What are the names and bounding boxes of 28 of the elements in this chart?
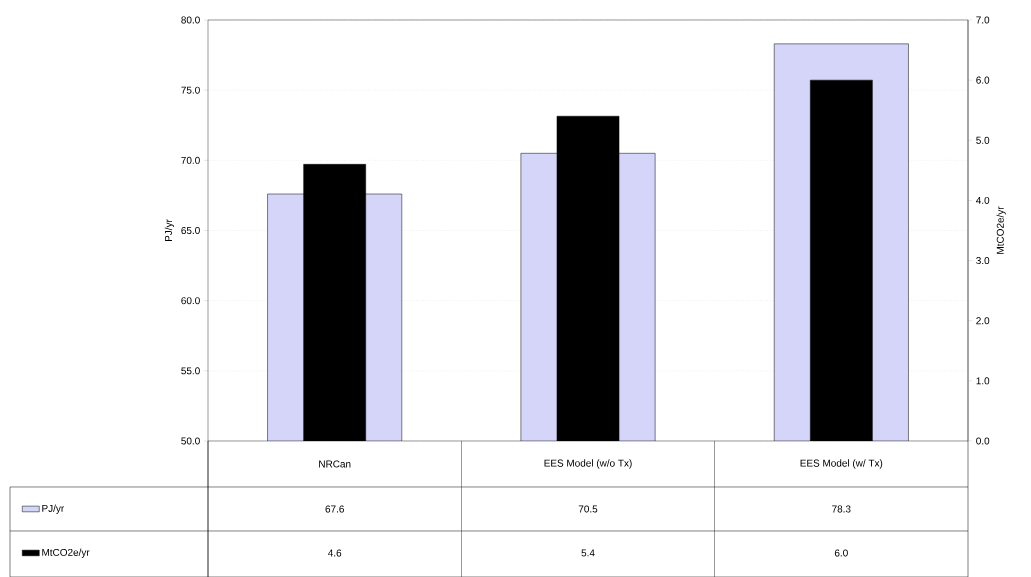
y2-axis-title: MtCO2e/yr: [996, 206, 1006, 254]
data-label: 5.4: [581, 549, 595, 557]
legend-label: PJ/yr: [42, 504, 65, 514]
y2-tick-label: 5.0: [976, 136, 990, 144]
data-label: 70.5: [578, 505, 598, 513]
x-tick-label: EES Model (w/ Tx): [800, 459, 883, 469]
y-tick-label: 65.0: [181, 226, 200, 235]
x-tick-label: NRCan: [319, 460, 351, 468]
y2-tick-label: 6.0: [976, 76, 990, 84]
legend-label: MtCO2e/yr: [42, 548, 90, 558]
y-axis-title: PJ/yr: [164, 219, 174, 242]
y-tick-label: 70.0: [181, 156, 200, 164]
y2-tick-label: 7.0: [976, 16, 990, 24]
y-tick-label: 75.0: [181, 86, 200, 94]
y2-tick-label: 1.0: [976, 377, 990, 385]
data-label: 67.6: [325, 505, 344, 513]
data-label: 6.0: [834, 549, 848, 557]
y-tick-label: 50.0: [181, 437, 200, 445]
y2-tick-label: 0.0: [976, 437, 990, 445]
y-tick-label: 55.0: [181, 367, 200, 375]
y2-tick-label: 3.0: [976, 257, 990, 265]
y2-tick-label: 4.0: [976, 196, 990, 204]
data-label: 4.6: [328, 549, 342, 557]
data-label: 78.3: [832, 505, 851, 513]
y2-tick-label: 2.0: [976, 317, 990, 325]
x-tick-label: EES Model (w/o Tx): [544, 459, 632, 469]
y-tick-label: 80.0: [181, 16, 200, 24]
y-tick-label: 60.0: [181, 297, 200, 305]
